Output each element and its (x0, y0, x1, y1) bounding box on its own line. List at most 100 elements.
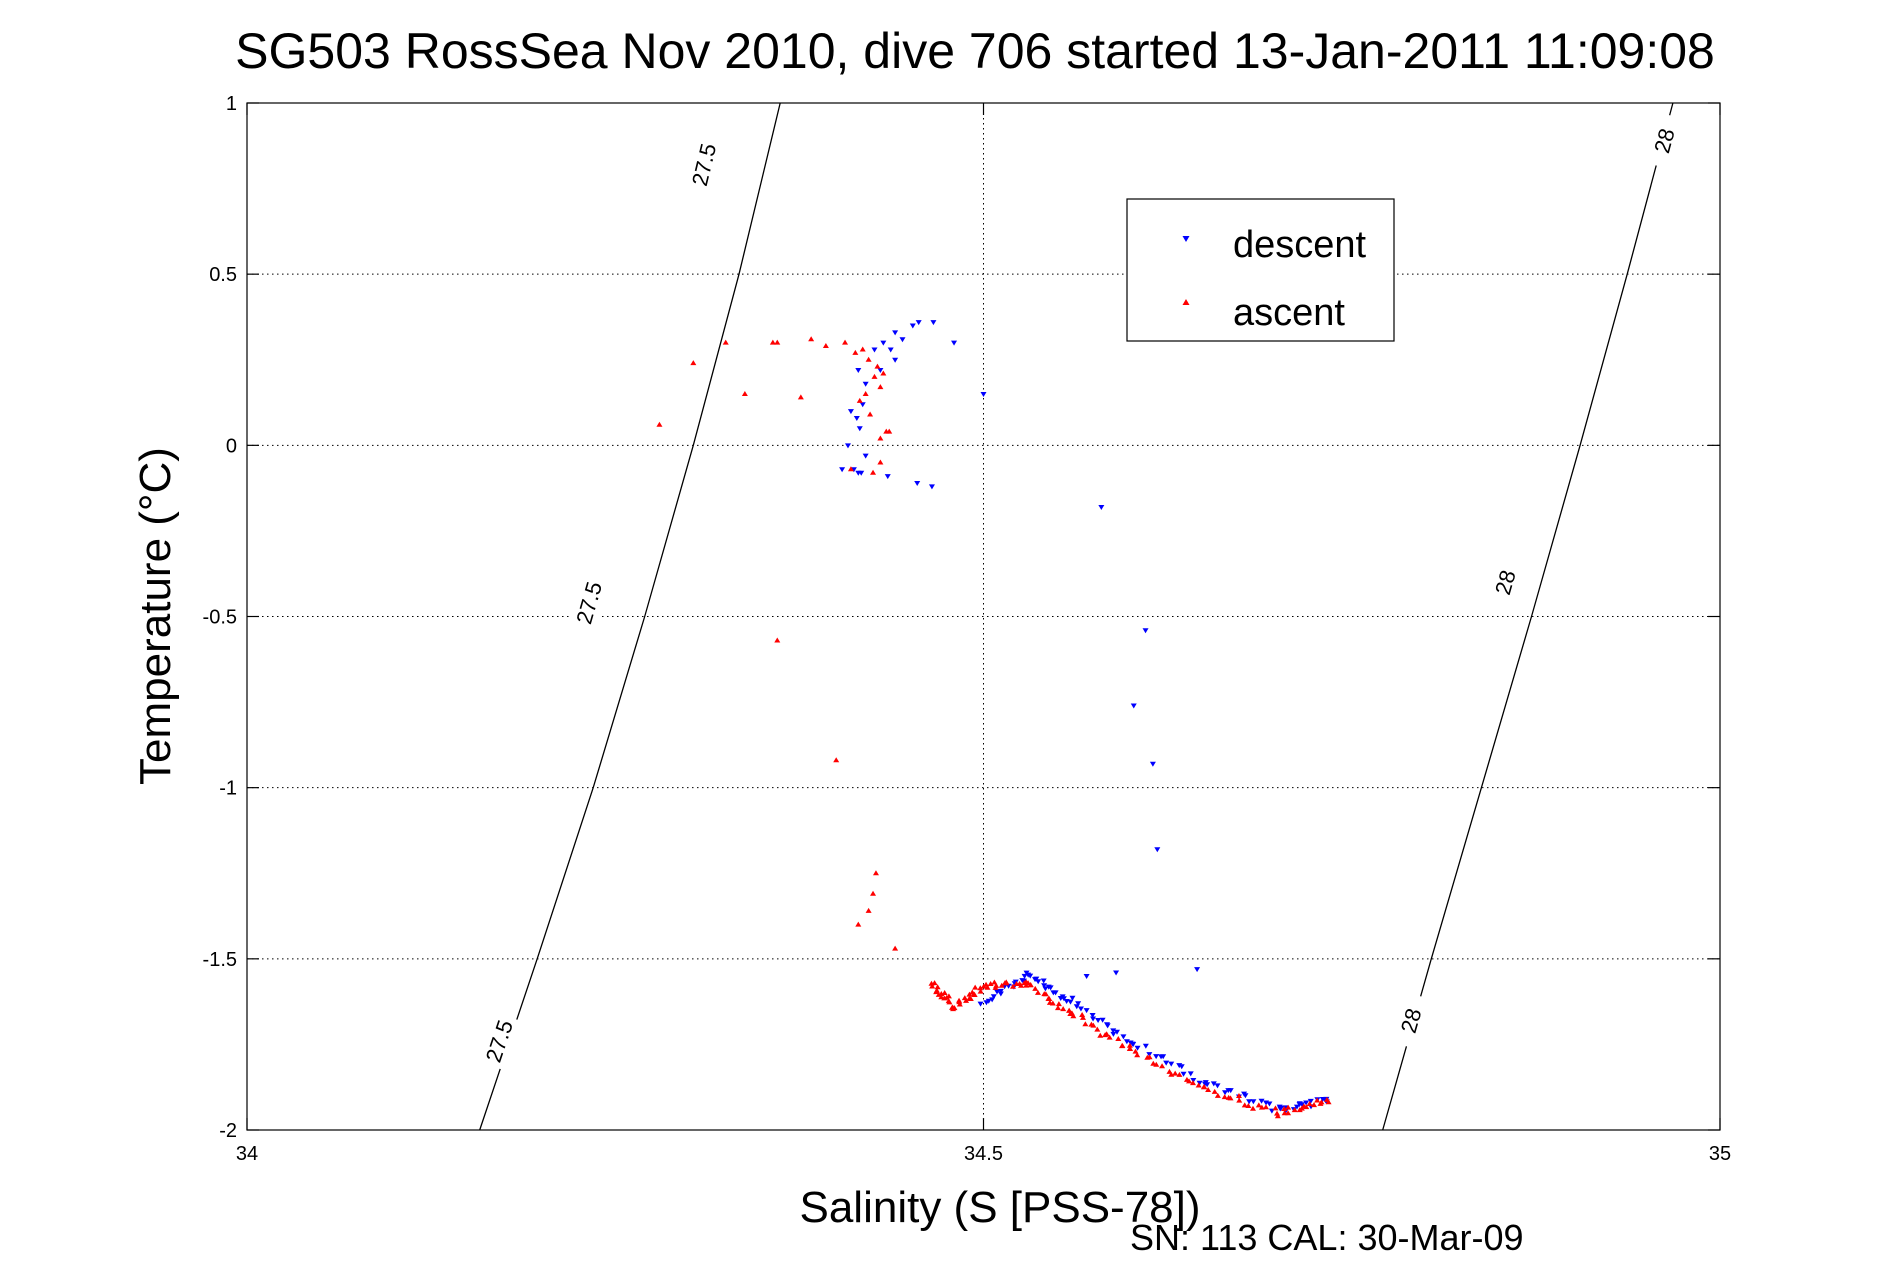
ascent-point (956, 1001, 963, 1007)
ascent-point (880, 370, 887, 376)
ascent-point (774, 339, 781, 345)
legend-ascent-marker (1182, 299, 1190, 305)
ascent-point (865, 907, 872, 913)
descent-point (1110, 1031, 1117, 1037)
ascent-point (769, 339, 776, 345)
ascent-point (852, 349, 859, 355)
x-axis-label: Salinity (S [PSS-78]) (799, 1183, 1200, 1232)
ascent-point (1146, 1054, 1153, 1060)
descent-point (1047, 985, 1054, 991)
ascent-point (1134, 1052, 1141, 1058)
descent-point (1035, 979, 1042, 985)
descent-point (1041, 983, 1048, 989)
legend-descent-label: descent (1233, 224, 1367, 266)
isopycnal-label-mask (567, 573, 611, 632)
isopycnal-label-mask (1389, 991, 1433, 1050)
ascent-point (1032, 985, 1039, 991)
ascent-point (1003, 980, 1010, 986)
descent-point (855, 368, 862, 374)
descent-point (862, 381, 869, 387)
descent-point (1083, 1008, 1090, 1014)
descent-point (1025, 972, 1032, 978)
ascent-point (1055, 1001, 1062, 1007)
descent-point (1204, 1082, 1211, 1088)
descent-point (1073, 1004, 1080, 1010)
legend: descent ascent (1126, 198, 1395, 342)
grid-lines (247, 103, 1720, 1130)
ascent-point (833, 757, 840, 763)
descent-point (1227, 1088, 1234, 1094)
ascent-point (946, 999, 953, 1005)
descent-point (884, 474, 891, 480)
isopycnal-label-mask (476, 1011, 522, 1071)
ascent-point (1090, 1022, 1097, 1028)
descent-point (1042, 986, 1049, 992)
ascent-point (1249, 1105, 1256, 1111)
ascent-point (1211, 1088, 1218, 1094)
ascent-point (1255, 1102, 1262, 1108)
ascent-point (961, 995, 968, 1001)
footer-caption: SN: 113 CAL: 30-Mar-09 (1130, 1217, 1524, 1258)
descent-point (1293, 1104, 1300, 1110)
descent-point (858, 470, 865, 476)
isopycnal-line (1382, 102, 1674, 1131)
descent-point (914, 480, 921, 486)
ascent-point (859, 346, 866, 352)
ascent-point (856, 397, 863, 403)
descent-point (1077, 1006, 1084, 1012)
descent-point (1142, 628, 1149, 634)
descent-point (1033, 976, 1040, 982)
ascent-point (1272, 1105, 1279, 1111)
ascent-point (1094, 1026, 1101, 1032)
ascent-point (1018, 982, 1025, 988)
descent-point (1222, 1090, 1229, 1096)
descent-point (844, 443, 851, 449)
y-tick-label: -2 (219, 1120, 237, 1142)
ascent-point (1066, 1007, 1073, 1013)
descent-point (1307, 1098, 1314, 1104)
ascent-point (808, 336, 815, 342)
x-tick-label: 35 (1709, 1143, 1731, 1165)
ascent-point (1189, 1080, 1196, 1086)
ascent-point (774, 637, 781, 643)
descent-point (1154, 847, 1161, 853)
descent-point (980, 391, 987, 397)
ascent-point (1214, 1092, 1221, 1098)
ascent-point (1291, 1107, 1298, 1113)
ascent-point (1132, 1048, 1139, 1054)
ascent-point (1070, 1013, 1077, 1019)
ascent-point (1060, 1006, 1067, 1012)
ascent-point (1103, 1031, 1110, 1037)
descent-point (1098, 504, 1105, 510)
descent-point (928, 484, 935, 490)
ascent-point (870, 469, 877, 475)
descent-point (1089, 1012, 1096, 1018)
ascent-point (1314, 1097, 1321, 1103)
isopycnal-label-mask (1483, 553, 1527, 612)
ascent-point (1221, 1094, 1228, 1100)
ascent-point (1311, 1102, 1318, 1108)
descent-point (1120, 1034, 1127, 1040)
y-axis-label: Temperature (°C) (131, 447, 180, 785)
ascent-point (1079, 1011, 1086, 1017)
descent-point (887, 347, 894, 353)
ascent-point (656, 421, 663, 427)
ascent-point (929, 983, 936, 989)
ascent-point (872, 870, 879, 876)
descent-point (1095, 1018, 1102, 1024)
ascent-point (1082, 1021, 1089, 1027)
ascent-point (1023, 982, 1030, 988)
axis-ticks: 34 34.5 35 1 0.5 0 -0.5 -1 -1.5 -2 (203, 93, 1732, 1165)
descent-point (892, 330, 899, 336)
ascent-point (1227, 1095, 1234, 1101)
ascent-point (980, 983, 987, 989)
descent-point (1178, 1064, 1185, 1070)
descent-point (1113, 1029, 1120, 1035)
ascent-point (928, 980, 935, 986)
descent-point (1160, 1054, 1167, 1060)
ascent-point (1046, 995, 1053, 1001)
descent-point (1069, 995, 1076, 1001)
descent-point (892, 357, 899, 363)
ascent-point (1236, 1097, 1243, 1103)
descent-point (877, 368, 884, 374)
